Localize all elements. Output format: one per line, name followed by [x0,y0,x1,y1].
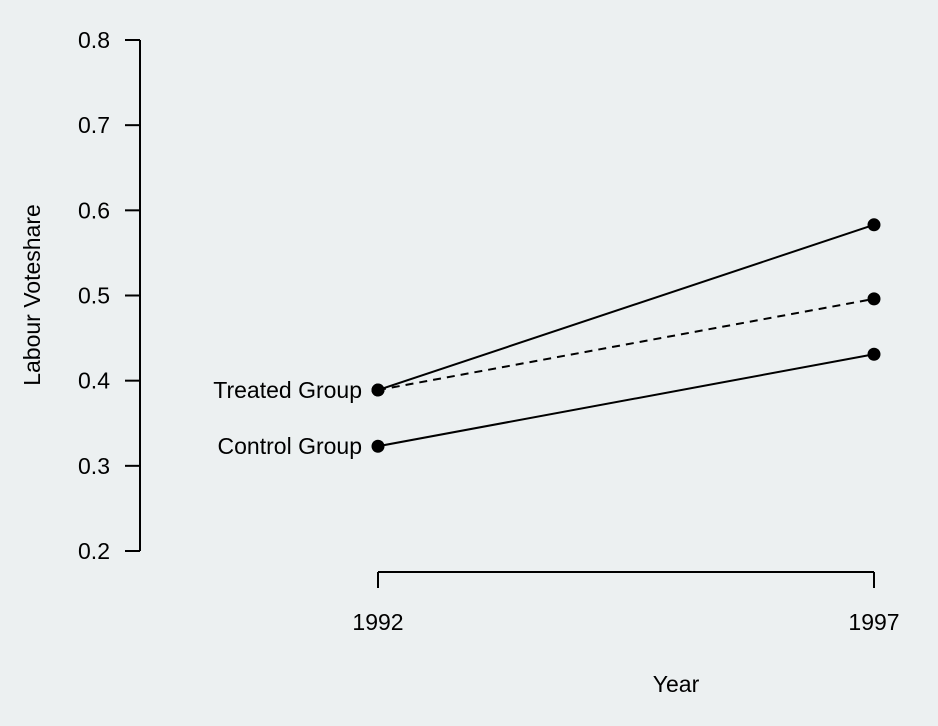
series-line-control [377,353,875,448]
data-point [867,292,881,306]
y-tick-label: 0.3 [78,453,110,479]
series-points [371,218,881,453]
x-tick-label: 1997 [848,609,899,635]
y-tick-label: 0.6 [78,197,110,223]
x-tick-label: 1992 [352,609,403,635]
data-point [867,218,881,232]
x-axis: 1992 1997 [352,571,900,635]
series-lines [377,223,875,448]
data-point [867,347,881,361]
series-label: Control Group [218,433,362,459]
series-labels: Treated Group Control Group [213,377,362,459]
y-axis: 0.2 0.3 0.4 0.5 0.6 0.7 0.8 [78,27,141,564]
data-point [371,383,385,397]
y-tick-label: 0.8 [78,27,110,53]
series-line-treated [377,223,875,391]
y-tick-label: 0.2 [78,538,110,564]
y-axis-title: Labour Voteshare [19,204,45,386]
series-label: Treated Group [213,377,362,403]
series-line-counterfactual [377,297,875,392]
data-point [371,439,385,453]
y-tick-label: 0.4 [78,368,110,394]
x-axis-title: Year [653,671,700,697]
y-tick-label: 0.5 [78,283,110,309]
y-tick-label: 0.7 [78,112,110,138]
